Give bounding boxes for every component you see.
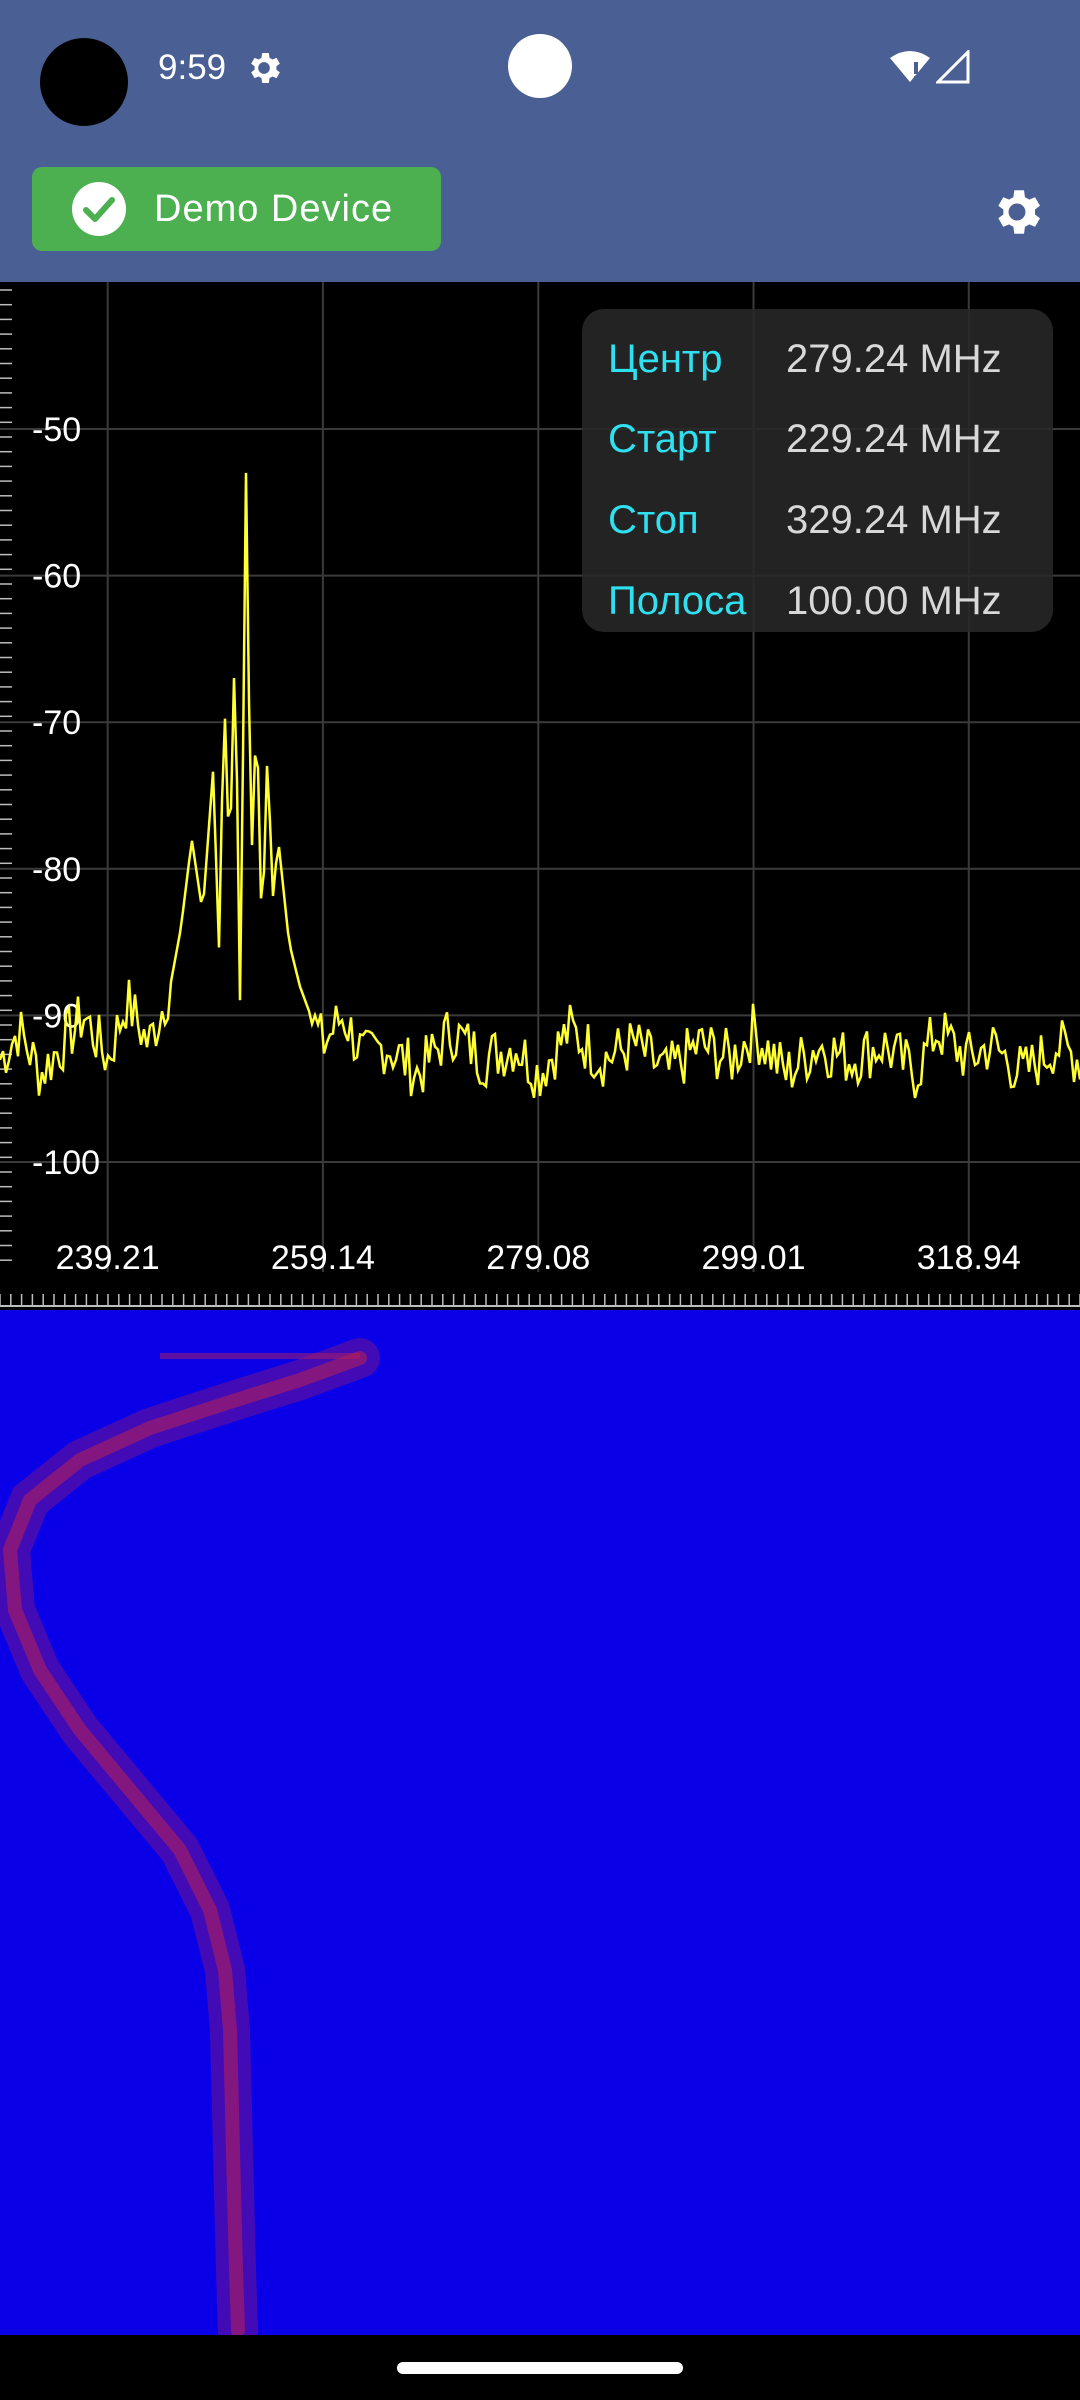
waterfall-svg <box>0 1338 380 2335</box>
x-tick-label: 299.01 <box>702 1239 806 1277</box>
y-tick-label: -70 <box>32 704 81 742</box>
waterfall-display[interactable] <box>0 1310 1080 2335</box>
y-tick-label: -60 <box>32 558 81 596</box>
x-tick-label: 318.94 <box>917 1239 1021 1277</box>
y-tick-label: -100 <box>32 1144 100 1182</box>
gear-icon[interactable] <box>988 183 1046 241</box>
spectrum-svg: 239.21 259.14 279.08 299.01 318.94 -50 -60 -70 -… <box>0 282 1080 1307</box>
info-key: Старт <box>608 417 717 461</box>
y-tick-label: -50 <box>32 411 81 449</box>
camera-cutout <box>40 38 128 126</box>
device-label: Demo Device <box>154 187 394 230</box>
info-row-stop: Стоп 329.24 MHz <box>608 490 1048 550</box>
frequency-info-panel: Центр 279.24 MHz Старт 229.24 MHz Стоп 3… <box>582 309 1053 632</box>
info-key: Стоп <box>608 498 699 542</box>
info-row-center: Центр 279.24 MHz <box>608 329 1048 389</box>
device-status-chip[interactable]: Demo Device <box>32 167 441 251</box>
info-row-bandwidth: Полоса 100.00 MHz <box>608 571 1048 631</box>
info-value: 279.24 MHz <box>786 337 1002 381</box>
status-time: 9:59 <box>158 48 227 87</box>
info-value: 100.00 MHz <box>786 579 1002 623</box>
info-key: Полоса <box>608 579 747 623</box>
spectrum-trace <box>0 472 1080 1099</box>
x-tick-label: 259.14 <box>271 1239 375 1277</box>
settings-icon <box>251 53 280 83</box>
front-camera-dot <box>508 34 572 98</box>
waterfall-trace-glow <box>0 1338 380 2335</box>
info-row-start: Старт 229.24 MHz <box>608 409 1048 469</box>
waterfall-trace <box>2 1351 367 2335</box>
y-tick-label: -80 <box>32 851 81 889</box>
cell-signal-icon <box>936 50 970 84</box>
info-key: Центр <box>608 337 723 381</box>
y-tick-label: -90 <box>32 997 81 1035</box>
info-value: 329.24 MHz <box>786 498 1002 542</box>
x-tick-label: 239.21 <box>56 1239 160 1277</box>
wifi-alert-icon <box>890 51 930 82</box>
home-indicator[interactable] <box>397 2362 683 2374</box>
x-tick-label: 279.08 <box>486 1239 590 1277</box>
info-value: 229.24 MHz <box>786 417 1002 461</box>
check-circle-icon <box>72 182 126 236</box>
